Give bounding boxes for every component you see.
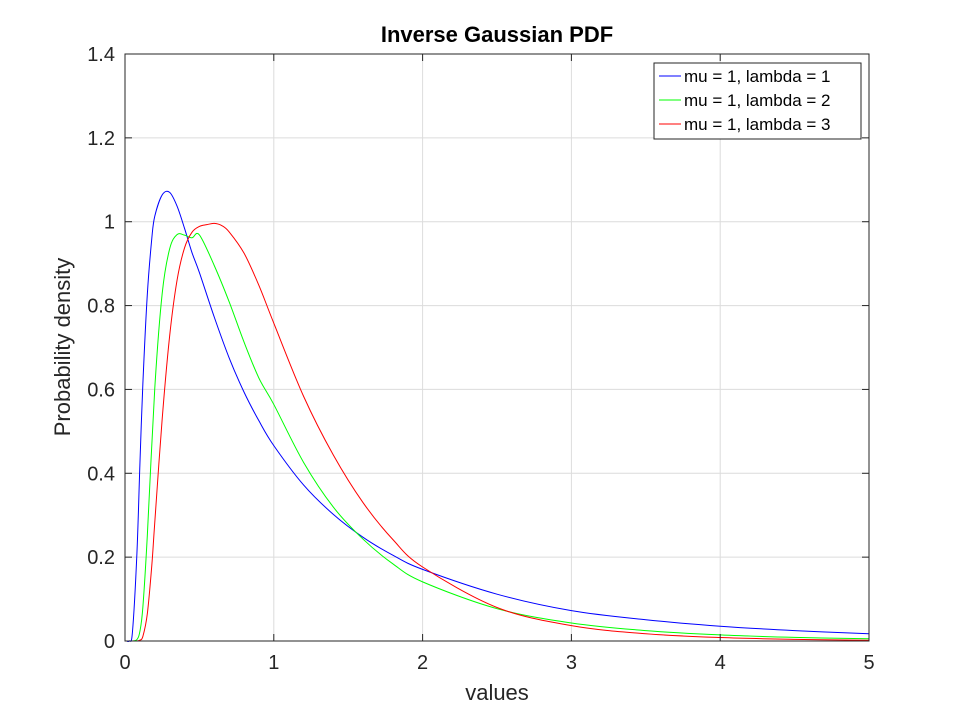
chart-title: Inverse Gaussian PDF [381, 22, 613, 47]
x-tick-label: 0 [119, 652, 130, 674]
y-tick-label: 1.2 [87, 128, 115, 150]
y-axis-label: Probability density [50, 258, 75, 437]
series-line-3 [136, 222, 870, 642]
y-tick-label: 1.4 [87, 44, 115, 66]
y-tick-label: 1 [104, 212, 115, 234]
legend-label-2: mu = 1, lambda = 2 [684, 91, 830, 110]
series-line-1 [126, 190, 870, 643]
x-axis-label: values [465, 680, 529, 705]
y-tick-label: 0.4 [87, 463, 115, 485]
tick-labels: 0 1 2 3 4 5 0 0.2 0.4 0.6 0.8 1 1.2 1.4 [87, 44, 874, 674]
plot-frame [124, 53, 870, 642]
x-tick-label: 2 [417, 652, 428, 674]
x-tick-label: 3 [566, 652, 577, 674]
series-layer [126, 190, 870, 643]
legend-box [653, 62, 862, 140]
x-tick-label: 5 [863, 652, 874, 674]
x-tick-label: 1 [268, 652, 279, 674]
legend-label-1: mu = 1, lambda = 1 [684, 67, 830, 86]
legend: mu = 1, lambda = 1 mu = 1, lambda = 2 mu =… [653, 62, 862, 140]
ticks [124, 53, 870, 642]
legend-label-3: mu = 1, lambda = 3 [684, 115, 830, 134]
y-tick-label: 0.8 [87, 296, 115, 318]
plot-area [125, 54, 869, 641]
y-tick-label: 0 [104, 631, 115, 653]
x-tick-label: 4 [715, 652, 726, 674]
series-line-2 [132, 232, 870, 642]
y-tick-label: 0.6 [87, 379, 115, 401]
y-tick-label: 0.2 [87, 547, 115, 569]
